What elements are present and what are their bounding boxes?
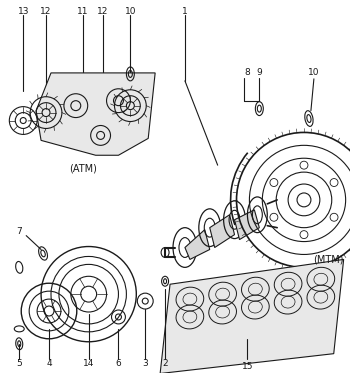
Polygon shape bbox=[185, 230, 210, 260]
Text: 12: 12 bbox=[40, 7, 52, 16]
Text: 9: 9 bbox=[257, 68, 262, 77]
Text: 11: 11 bbox=[77, 7, 88, 16]
Text: 12: 12 bbox=[97, 7, 108, 16]
Text: 2: 2 bbox=[162, 359, 168, 368]
Text: 1: 1 bbox=[182, 7, 188, 16]
Polygon shape bbox=[234, 210, 259, 240]
Text: 7: 7 bbox=[16, 227, 22, 236]
Text: 13: 13 bbox=[18, 7, 29, 16]
Text: 6: 6 bbox=[115, 359, 121, 368]
Text: 4: 4 bbox=[46, 359, 52, 368]
Text: 5: 5 bbox=[16, 359, 22, 368]
Text: 15: 15 bbox=[242, 362, 253, 371]
Text: 8: 8 bbox=[245, 68, 250, 77]
Polygon shape bbox=[210, 215, 234, 248]
Text: (MTM): (MTM) bbox=[313, 254, 344, 264]
Text: (ATM): (ATM) bbox=[69, 163, 97, 173]
Polygon shape bbox=[160, 260, 344, 374]
Text: 10: 10 bbox=[308, 68, 320, 77]
Text: 14: 14 bbox=[83, 359, 94, 368]
Text: 3: 3 bbox=[143, 359, 148, 368]
Text: 10: 10 bbox=[125, 7, 136, 16]
Polygon shape bbox=[36, 73, 155, 155]
